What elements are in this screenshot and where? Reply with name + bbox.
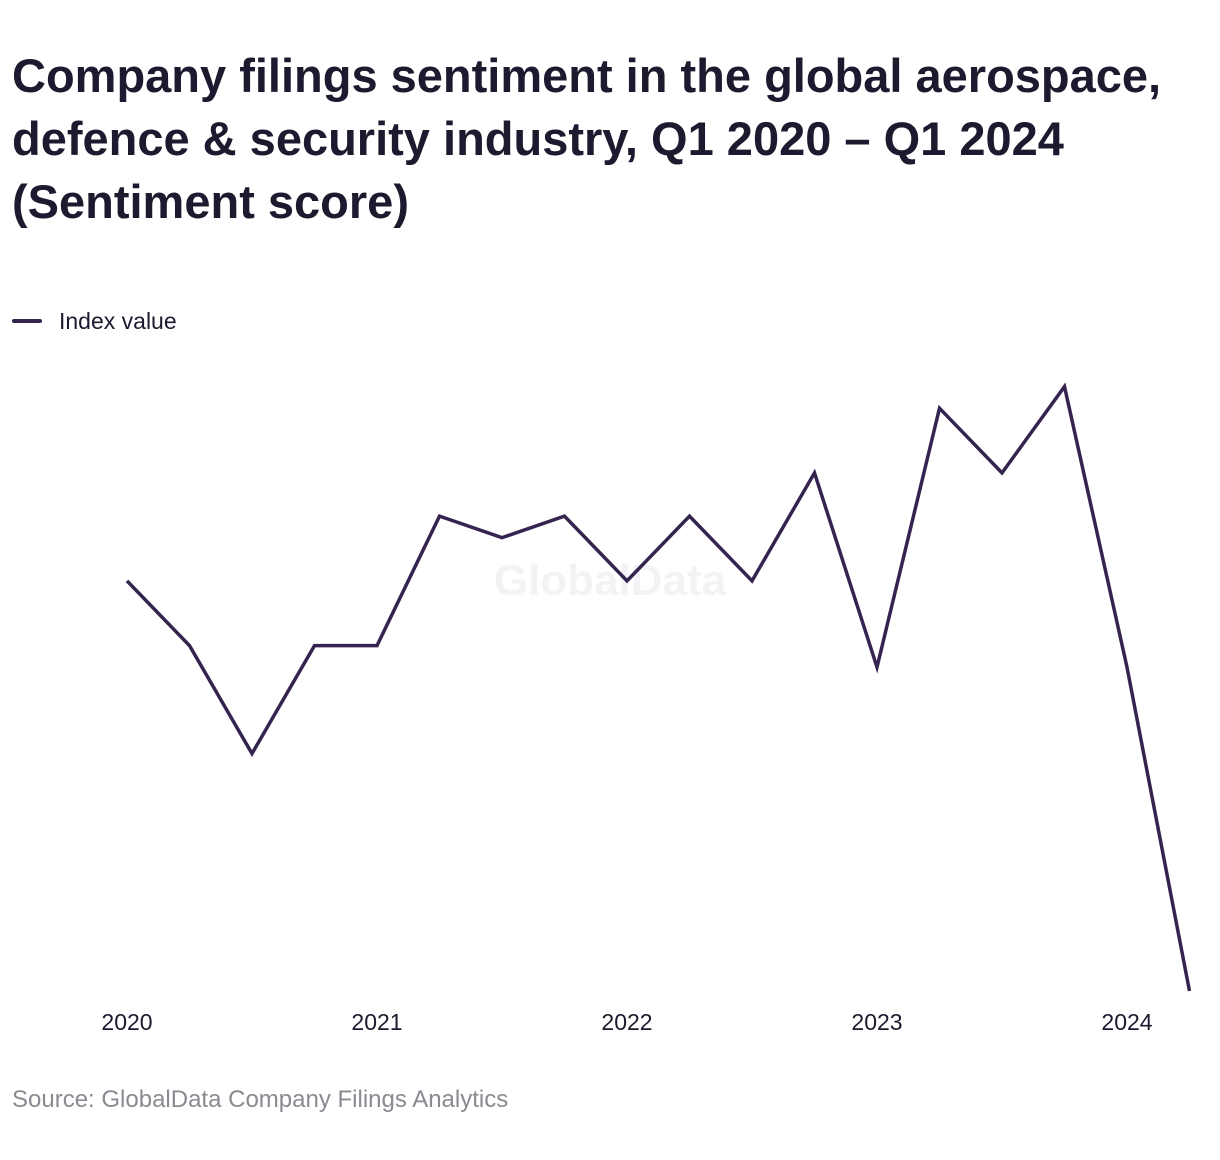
- legend-swatch: [12, 319, 42, 323]
- data-point-q1-2022[interactable]: [621, 575, 633, 587]
- data-point-q2-2022[interactable]: [684, 510, 696, 522]
- data-point-q2-2020[interactable]: [184, 640, 196, 652]
- line-chart: GlobalData 2020 2021 2022 2023 2024: [101, 381, 1196, 1035]
- x-tick-label-2022: 2022: [601, 1009, 652, 1035]
- data-point-q1-2021[interactable]: [371, 640, 383, 652]
- data-point-q2-2021[interactable]: [434, 510, 446, 522]
- data-point-q2-2023[interactable]: [934, 402, 946, 414]
- data-point-q3-2023[interactable]: [996, 467, 1008, 479]
- data-point-q3-2021[interactable]: [496, 532, 508, 544]
- x-tick-label-2020: 2020: [101, 1009, 152, 1035]
- x-tick-label-2024: 2024: [1101, 1009, 1152, 1035]
- data-point-q2-2024[interactable]: [1184, 985, 1196, 997]
- data-point-q4-2021[interactable]: [559, 510, 571, 522]
- x-tick-label-2021: 2021: [351, 1009, 402, 1035]
- legend-label: Index value: [59, 307, 177, 334]
- chart-title: Company filings sentiment in the global …: [12, 49, 1162, 228]
- data-point-q3-2022[interactable]: [746, 575, 758, 587]
- x-tick-label-2023: 2023: [851, 1009, 902, 1035]
- source-note: Source: GlobalData Company Filings Analy…: [12, 1086, 509, 1113]
- data-point-q1-2024[interactable]: [1121, 661, 1133, 673]
- data-point-q1-2023[interactable]: [871, 661, 883, 673]
- x-axis: 2020 2021 2022 2023 2024: [101, 1009, 1152, 1035]
- series-layer: [121, 381, 1196, 997]
- data-point-q4-2020[interactable]: [309, 640, 321, 652]
- data-point-q3-2020[interactable]: [246, 748, 258, 760]
- data-point-q4-2022[interactable]: [809, 467, 821, 479]
- data-point-q4-2023[interactable]: [1059, 381, 1071, 393]
- legend: Index value: [12, 306, 177, 336]
- data-point-q1-2020[interactable]: [121, 575, 133, 587]
- series-line-index-value: [125, 382, 1192, 992]
